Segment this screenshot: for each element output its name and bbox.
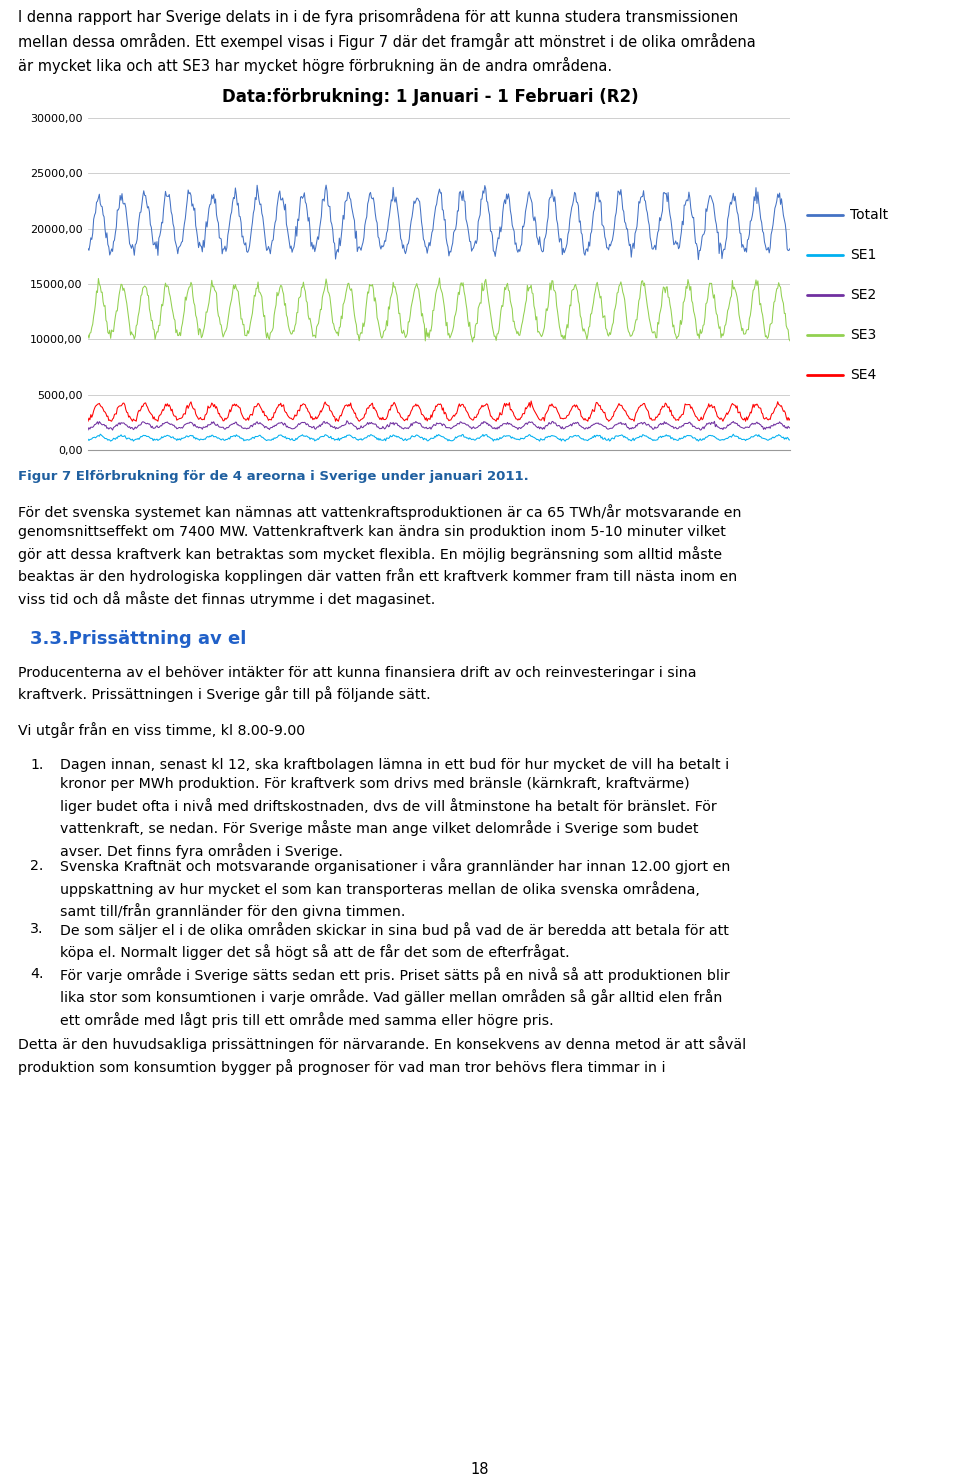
Text: I denna rapport har Sverige delats in i de fyra prisområdena för att kunna stude: I denna rapport har Sverige delats in i … [18, 7, 756, 74]
Text: SE2: SE2 [850, 288, 876, 303]
Text: Detta är den huvudsakliga prissättningen för närvarande. En konsekvens av denna : Detta är den huvudsakliga prissättningen… [18, 1037, 746, 1075]
Text: 3.3.Prissättning av el: 3.3.Prissättning av el [30, 630, 247, 648]
Text: 1.: 1. [30, 758, 43, 773]
Text: För varje område i Sverige sätts sedan ett pris. Priset sätts på en nivå så att : För varje område i Sverige sätts sedan e… [60, 967, 730, 1028]
Text: SE4: SE4 [850, 368, 876, 383]
Text: SE3: SE3 [850, 328, 876, 343]
Text: Dagen innan, senast kl 12, ska kraftbolagen lämna in ett bud för hur mycket de v: Dagen innan, senast kl 12, ska kraftbola… [60, 758, 730, 859]
Text: Vi utgår från en viss timme, kl 8.00-9.00: Vi utgår från en viss timme, kl 8.00-9.0… [18, 722, 305, 739]
Text: Data:förbrukning: 1 Januari - 1 Februari (R2): Data:förbrukning: 1 Januari - 1 Februari… [222, 87, 638, 105]
Text: Svenska Kraftnät och motsvarande organisationer i våra grannländer har innan 12.: Svenska Kraftnät och motsvarande organis… [60, 859, 731, 919]
Text: 2.: 2. [30, 859, 43, 872]
Text: Figur 7 Elförbrukning för de 4 areorna i Sverige under januari 2011.: Figur 7 Elförbrukning för de 4 areorna i… [18, 470, 529, 483]
Text: Totalt: Totalt [850, 208, 888, 222]
Text: 4.: 4. [30, 967, 43, 980]
Text: 18: 18 [470, 1462, 490, 1477]
Text: 3.: 3. [30, 922, 43, 936]
Text: Producenterna av el behöver intäkter för att kunna finansiera drift av och reinv: Producenterna av el behöver intäkter för… [18, 666, 697, 703]
Text: SE1: SE1 [850, 248, 876, 262]
Text: För det svenska systemet kan nämnas att vattenkraftsproduktionen är ca 65 TWh/år: För det svenska systemet kan nämnas att … [18, 504, 741, 607]
Text: De som säljer el i de olika områden skickar in sina bud på vad de är beredda att: De som säljer el i de olika områden skic… [60, 922, 729, 961]
